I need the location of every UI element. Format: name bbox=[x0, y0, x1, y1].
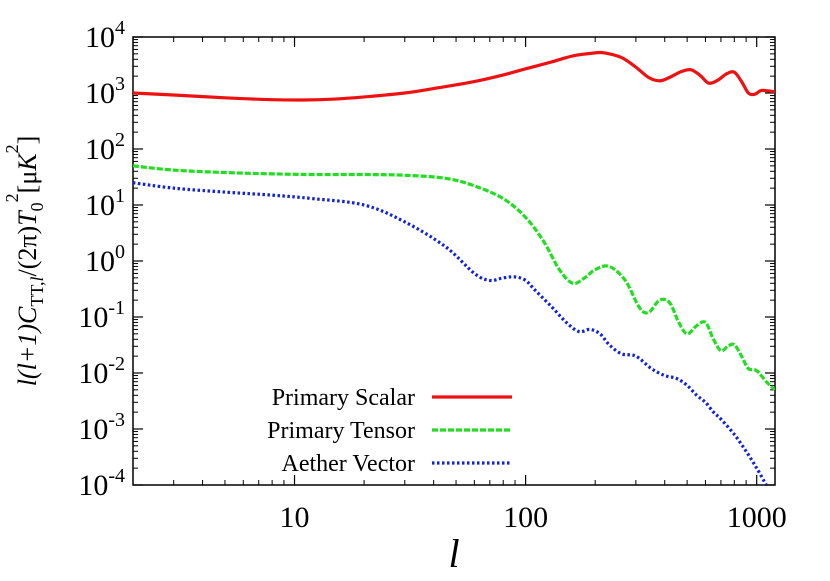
y-tick-label: 102 bbox=[85, 129, 125, 166]
x-tick-label: 10 bbox=[280, 501, 310, 534]
y-tick-label: 100 bbox=[85, 241, 125, 278]
y-tick-label: 101 bbox=[85, 185, 125, 222]
x-axis-label: l bbox=[448, 531, 459, 576]
x-tick-label: 100 bbox=[503, 501, 548, 534]
y-tick-label: 10-4 bbox=[78, 465, 125, 502]
legend-label: Primary Tensor bbox=[267, 418, 415, 444]
y-tick-label: 10-1 bbox=[78, 297, 125, 334]
series-line-primary-scalar bbox=[133, 50, 775, 102]
legend-label: Primary Scalar bbox=[272, 385, 415, 411]
y-tick-label: 103 bbox=[85, 73, 125, 110]
y-tick-label: 104 bbox=[85, 17, 125, 54]
y-tick-label: 10-2 bbox=[78, 353, 125, 390]
series-line-primary-tensor bbox=[133, 164, 775, 392]
y-axis-label: l(l+1)CTT,l/(2π)T02[μK2] bbox=[2, 136, 47, 387]
x-tick-label: 1000 bbox=[727, 501, 787, 534]
y-tick-label: 10-3 bbox=[78, 409, 125, 446]
legend-label: Aether Vector bbox=[282, 451, 416, 477]
